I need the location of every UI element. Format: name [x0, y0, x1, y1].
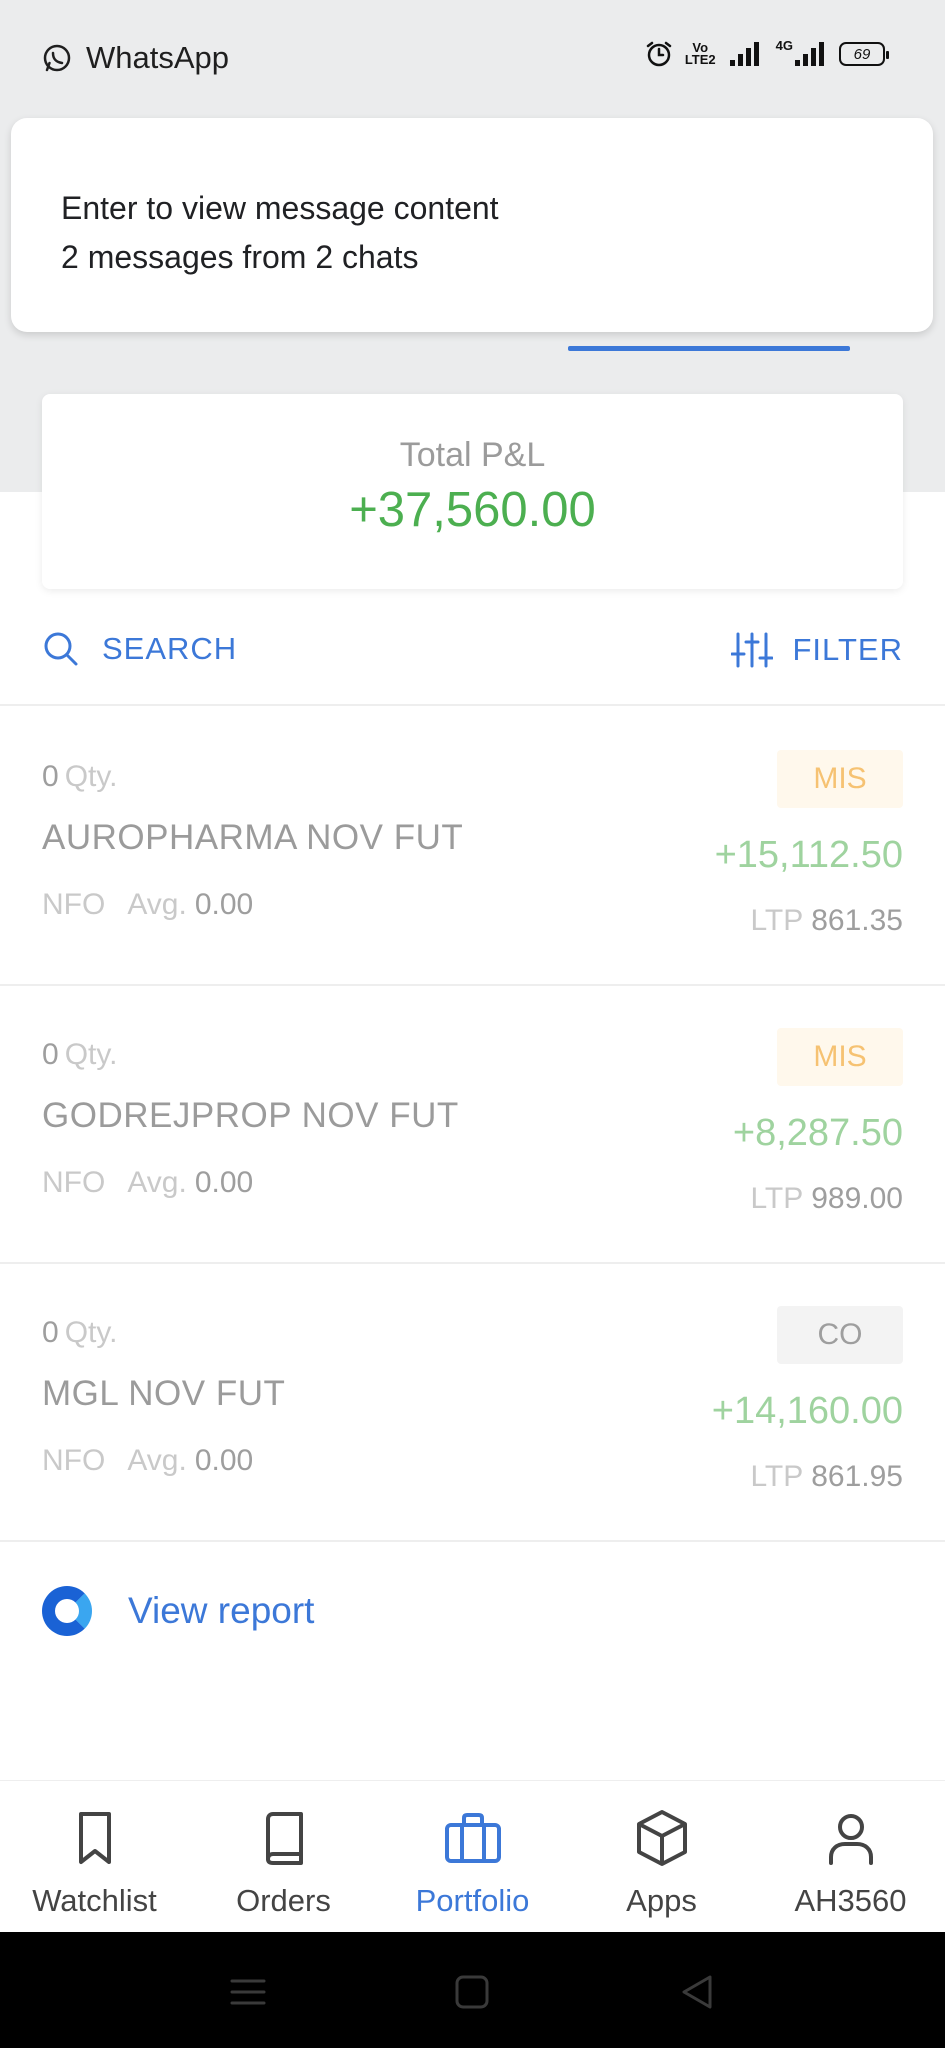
system-nav-bar [0, 1932, 945, 2048]
whatsapp-icon [43, 44, 71, 72]
search-label: SEARCH [102, 631, 238, 666]
position-ltp: LTP 989.00 [750, 1182, 903, 1216]
status-indicators: Vo LTE2 4G 69 [645, 38, 889, 68]
position-row[interactable]: 0 Qty. MGL NOV FUT NFO Avg. 0.00 CO +14,160… [0, 1264, 945, 1542]
whatsapp-notification[interactable]: Enter to view message content 2 messages… [11, 118, 933, 332]
nav-label: Watchlist [32, 1883, 157, 1918]
status-app-name: WhatsApp [86, 40, 230, 75]
ltp-value: 989.00 [811, 1182, 903, 1215]
nav-apps[interactable]: Apps [567, 1781, 756, 1933]
nav-profile[interactable]: AH3560 [756, 1781, 945, 1933]
qty-label: Qty. [64, 1038, 118, 1071]
notification-line-2: 2 messages from 2 chats [61, 239, 419, 275]
back-icon[interactable] [678, 1972, 718, 2012]
position-qty: 0 Qty. [42, 1038, 117, 1072]
view-report-link[interactable]: View report [42, 1586, 314, 1636]
search-button[interactable]: SEARCH [42, 630, 237, 668]
filter-sliders-icon [730, 632, 773, 668]
position-pnl: +8,287.50 [732, 1112, 903, 1154]
total-pnl-card: Total P&L +37,560.00 [42, 394, 903, 589]
product-badge: MIS [777, 1028, 903, 1086]
ltp-label: LTP [750, 1460, 804, 1493]
notification-source: WhatsApp [42, 40, 229, 76]
position-meta: NFO Avg. 0.00 [42, 1444, 253, 1478]
position-meta: NFO Avg. 0.00 [42, 1166, 253, 1200]
nav-watchlist[interactable]: Watchlist [0, 1781, 189, 1933]
book-icon [266, 1812, 303, 1865]
exchange-label: NFO [42, 1444, 106, 1477]
position-ltp: LTP 861.35 [750, 904, 903, 938]
tab-indicator [568, 346, 850, 351]
exchange-label: NFO [42, 888, 106, 921]
position-pnl: +14,160.00 [711, 1390, 903, 1432]
position-ltp: LTP 861.95 [750, 1460, 903, 1494]
search-icon [44, 632, 78, 666]
filter-label: FILTER [792, 632, 903, 667]
avg-label: Avg. [127, 888, 187, 921]
home-icon[interactable] [452, 1972, 492, 2012]
battery-icon: 69 [839, 42, 889, 66]
total-pnl-value: +37,560.00 [349, 483, 596, 537]
ltp-label: LTP [750, 1182, 804, 1215]
user-icon [829, 1814, 873, 1865]
nav-label: Portfolio [415, 1883, 530, 1918]
position-symbol: GODREJPROP NOV FUT [42, 1096, 459, 1135]
avg-label: Avg. [127, 1166, 187, 1199]
box-icon [637, 1810, 687, 1866]
nav-orders[interactable]: Orders [189, 1781, 378, 1933]
avg-value: 0.00 [194, 1166, 254, 1199]
signal-icon [729, 42, 759, 66]
product-badge: CO [777, 1306, 903, 1364]
exchange-label: NFO [42, 1166, 106, 1199]
nav-label: AH3560 [794, 1883, 907, 1918]
view-report-label: View report [128, 1590, 315, 1631]
nav-portfolio[interactable]: Portfolio [378, 1781, 567, 1933]
avg-value: 0.00 [194, 1444, 254, 1477]
qty-label: Qty. [64, 1316, 118, 1349]
nav-label: Orders [236, 1883, 331, 1918]
position-row[interactable]: 0 Qty. AUROPHARMA NOV FUT NFO Avg. 0.00 MIS… [0, 708, 945, 986]
ltp-label: LTP [750, 904, 804, 937]
ltp-value: 861.95 [811, 1460, 903, 1493]
toolbar: SEARCH FILTER [0, 610, 945, 706]
signal-4g: 4G [775, 38, 827, 68]
volte-bottom: LTE2 [684, 52, 716, 67]
briefcase-icon [445, 1813, 501, 1863]
ltp-value: 861.35 [811, 904, 903, 937]
battery-level: 69 [853, 45, 871, 63]
position-symbol: MGL NOV FUT [42, 1374, 286, 1413]
filter-button[interactable]: FILTER [730, 630, 904, 670]
signal-icon-2 [795, 42, 824, 66]
avg-label: Avg. [127, 1444, 187, 1477]
avg-value: 0.00 [194, 888, 254, 921]
status-bar: WhatsApp Vo LTE2 4G 69 [0, 0, 945, 118]
position-qty: 0 Qty. [42, 760, 117, 794]
menu-icon[interactable] [228, 1972, 268, 2012]
total-pnl-label: Total P&L [399, 436, 546, 474]
position-qty: 0 Qty. [42, 1316, 117, 1350]
volte-top: Vo [692, 40, 709, 55]
console-logo-icon [42, 1586, 92, 1636]
product-badge: MIS [777, 750, 903, 808]
qty-value: 0 [42, 760, 59, 793]
qty-value: 0 [42, 1316, 59, 1349]
notification-line-1: Enter to view message content [61, 190, 499, 226]
position-row[interactable]: 0 Qty. GODREJPROP NOV FUT NFO Avg. 0.00 MIS… [0, 986, 945, 1264]
position-meta: NFO Avg. 0.00 [42, 888, 253, 922]
volte-indicator: Vo LTE2 [684, 40, 716, 67]
position-pnl: +15,112.50 [714, 834, 903, 876]
bottom-nav: Watchlist Orders Portfolio Apps AH3560 [0, 1780, 945, 1932]
position-symbol: AUROPHARMA NOV FUT [42, 818, 464, 857]
signal-4g-label: 4G [775, 38, 793, 53]
alarm-icon [646, 41, 672, 67]
bookmark-icon [79, 1812, 111, 1864]
nav-label: Apps [626, 1883, 697, 1918]
qty-label: Qty. [64, 760, 118, 793]
qty-value: 0 [42, 1038, 59, 1071]
